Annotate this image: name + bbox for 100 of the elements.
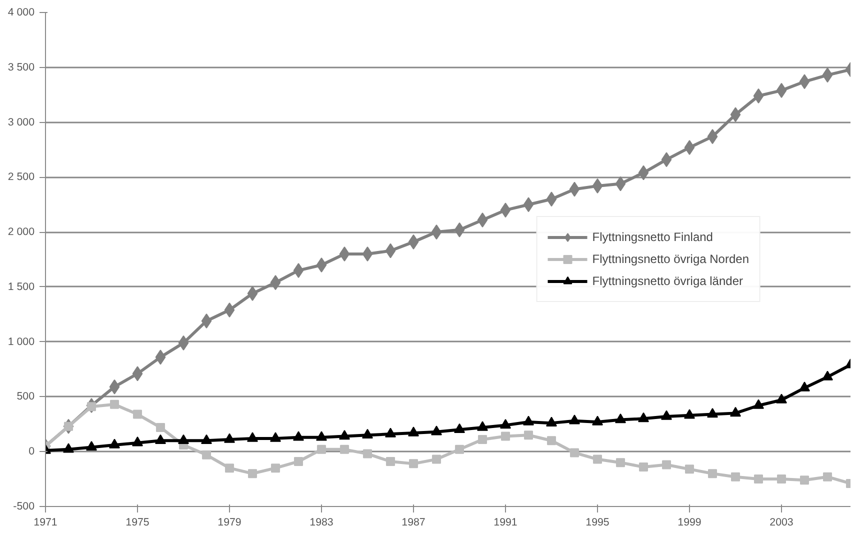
point [501, 432, 510, 441]
x-tick-label: 1987 [402, 516, 426, 528]
x-tick-label: 1975 [126, 516, 150, 528]
point [638, 165, 649, 180]
point [777, 474, 786, 484]
point [546, 192, 557, 207]
point [294, 456, 303, 466]
point [454, 423, 465, 434]
x-tick-label: 2003 [770, 516, 794, 528]
point [155, 350, 166, 365]
point [293, 431, 304, 441]
point [109, 438, 120, 448]
point [616, 458, 625, 468]
point [293, 262, 304, 278]
point [362, 246, 373, 262]
point [776, 394, 787, 404]
y-tick-label: 2 500 [8, 171, 35, 184]
point [132, 366, 143, 382]
point [615, 414, 626, 424]
point [684, 140, 695, 156]
point [455, 444, 464, 454]
y-tick-label: -500 [13, 500, 35, 512]
point [661, 152, 672, 168]
y-tick-label: 1 500 [8, 280, 35, 293]
y-tick-label: 0 [28, 446, 35, 458]
y-tick-label: 3 500 [8, 61, 35, 74]
point [340, 444, 349, 454]
point [639, 462, 648, 472]
point [316, 257, 327, 272]
point [454, 222, 465, 238]
point [753, 88, 764, 104]
x-tick-label: 1971 [34, 516, 58, 528]
point [500, 418, 511, 429]
point [225, 464, 234, 473]
point [385, 428, 396, 438]
x-tick-label: 1999 [678, 516, 702, 528]
point [523, 197, 534, 212]
point [569, 414, 580, 424]
point [248, 469, 257, 478]
x-tick-label: 1995 [586, 516, 610, 528]
point [432, 454, 441, 464]
point [547, 436, 556, 446]
point [478, 435, 487, 444]
legend-label: Flyttningsnetto övriga Norden [592, 252, 749, 266]
point [731, 472, 740, 482]
point [132, 436, 143, 446]
point [202, 450, 211, 460]
x-tick-label: 1983 [310, 516, 334, 528]
point [316, 431, 327, 441]
point [753, 399, 764, 409]
y-tick-label: 1 000 [8, 336, 35, 348]
point [707, 129, 718, 144]
point [271, 464, 280, 473]
point [500, 202, 511, 218]
point [156, 422, 165, 432]
legend-label: Flyttningsnetto Finland [592, 230, 713, 244]
point [822, 68, 833, 83]
point [570, 448, 579, 458]
point [431, 224, 442, 240]
point [615, 176, 626, 192]
point [339, 246, 350, 262]
y-tick-label: 4 000 [8, 6, 35, 18]
point [431, 426, 442, 436]
point [707, 408, 718, 418]
point [133, 410, 142, 419]
point [730, 107, 741, 122]
point [224, 302, 235, 318]
point [363, 449, 372, 458]
point [823, 472, 832, 482]
point [662, 460, 671, 470]
point [546, 416, 557, 426]
point [201, 313, 212, 328]
point [109, 379, 120, 394]
point [362, 428, 373, 439]
point [776, 82, 787, 98]
point [178, 434, 189, 444]
point [799, 382, 810, 392]
point [822, 370, 833, 380]
point [408, 426, 419, 436]
point [569, 182, 580, 197]
point [270, 275, 281, 290]
point [86, 440, 97, 451]
point [385, 243, 396, 258]
point [754, 474, 763, 484]
point [800, 476, 809, 485]
point [247, 432, 258, 442]
point [178, 335, 189, 350]
point [730, 406, 741, 417]
point [201, 434, 212, 444]
point [110, 400, 119, 409]
point [592, 178, 603, 194]
point [409, 459, 418, 468]
point [270, 432, 281, 442]
point [477, 212, 488, 228]
point [523, 416, 534, 426]
point [155, 434, 166, 444]
x-tick-label: 1979 [218, 516, 242, 528]
point [684, 409, 695, 419]
point [592, 416, 603, 426]
point [524, 430, 533, 440]
